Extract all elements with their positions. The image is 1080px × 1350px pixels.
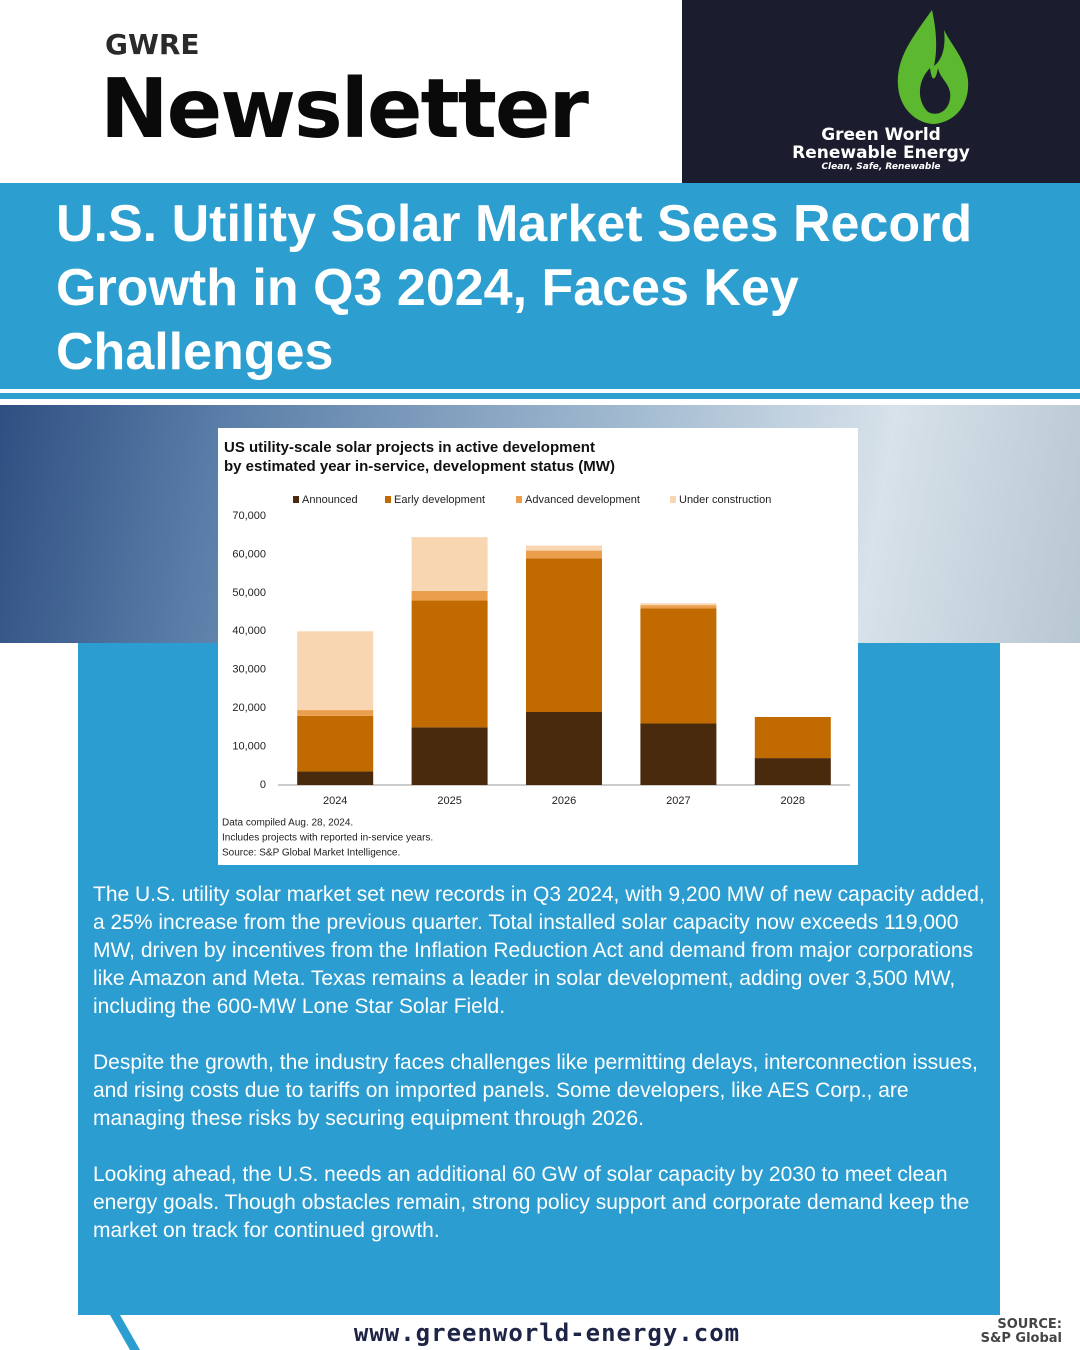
y-tick-label: 10,000 bbox=[232, 740, 266, 752]
paragraph: Despite the growth, the industry faces c… bbox=[93, 1051, 978, 1130]
x-tick-label: 2027 bbox=[666, 795, 690, 807]
paragraph: The U.S. utility solar market set new re… bbox=[93, 883, 985, 1018]
brand-tagline: Clean, Safe, Renewable bbox=[821, 162, 941, 172]
bar-segment bbox=[297, 715, 374, 772]
masthead: Newsletter bbox=[100, 62, 589, 157]
chart-note: Source: S&P Global Market Intelligence. bbox=[222, 848, 400, 859]
bar-segment bbox=[640, 603, 717, 606]
legend-swatch bbox=[293, 496, 299, 503]
legend-label: Advanced development bbox=[525, 494, 640, 506]
flame-inner bbox=[919, 68, 951, 114]
x-tick-label: 2026 bbox=[552, 795, 576, 807]
footer-source: SOURCE: S&P Global bbox=[981, 1318, 1062, 1346]
brand-panel: Green World Renewable Energy Clean, Safe… bbox=[682, 0, 1080, 183]
bar-segment bbox=[297, 631, 374, 711]
chart-note: Data compiled Aug. 28, 2024. bbox=[222, 818, 353, 829]
y-tick-label: 20,000 bbox=[232, 702, 266, 714]
corner-stripe bbox=[110, 1315, 140, 1350]
brand-text: Green World Renewable Energy Clean, Safe… bbox=[682, 126, 1080, 172]
bar-segment bbox=[754, 716, 831, 759]
flame-logo bbox=[897, 10, 969, 124]
kicker: GWRE bbox=[105, 28, 200, 61]
bar-segment bbox=[411, 727, 488, 785]
footer-url: www.greenworld-energy.com bbox=[353, 1319, 741, 1347]
chart-subtitle: by estimated year in-service, developmen… bbox=[224, 458, 615, 475]
chart-title: US utility-scale solar projects in activ… bbox=[224, 439, 595, 456]
bar-segment bbox=[526, 558, 602, 712]
bar-segment bbox=[526, 711, 602, 785]
x-tick-label: 2025 bbox=[437, 795, 461, 807]
bar-segment bbox=[526, 545, 602, 551]
x-tick-label: 2028 bbox=[781, 795, 805, 807]
bar-segment bbox=[297, 771, 374, 785]
bar-segment bbox=[754, 758, 831, 785]
bar-segment bbox=[640, 723, 717, 785]
stripe-shape bbox=[110, 1315, 140, 1350]
x-tick-label: 2024 bbox=[323, 795, 347, 807]
headline: U.S. Utility Solar Market Sees Record Gr… bbox=[56, 195, 973, 381]
y-tick-label: 0 bbox=[260, 779, 266, 791]
y-tick-label: 70,000 bbox=[232, 510, 266, 522]
brand-line1: Green World bbox=[821, 125, 941, 145]
y-tick-label: 40,000 bbox=[232, 625, 266, 637]
legend-swatch bbox=[670, 496, 676, 503]
flame bbox=[897, 10, 969, 124]
brand-line2: Renewable Energy bbox=[792, 143, 970, 163]
article: The U.S. utility solar market set new re… bbox=[93, 881, 993, 1245]
bar-segment bbox=[411, 600, 488, 728]
y-tick-label: 50,000 bbox=[232, 587, 266, 599]
bar-segment bbox=[526, 550, 602, 559]
chart-note: Includes projects with reported in-servi… bbox=[222, 833, 433, 844]
legend-label: Announced bbox=[302, 494, 358, 506]
y-tick-label: 60,000 bbox=[232, 548, 266, 560]
bar-segment bbox=[640, 605, 717, 609]
y-tick-label: 30,000 bbox=[232, 664, 266, 676]
bar-segment bbox=[640, 608, 717, 724]
bar-segment bbox=[297, 710, 374, 716]
chart: US utility-scale solar projects in activ… bbox=[218, 428, 858, 865]
source-label: SOURCE: bbox=[997, 1317, 1062, 1332]
legend-label: Under construction bbox=[679, 494, 771, 506]
source-name: S&P Global bbox=[980, 1331, 1062, 1346]
bar-segment bbox=[411, 590, 488, 601]
legend-swatch bbox=[385, 496, 391, 503]
bar-segment bbox=[411, 537, 488, 591]
stripe bbox=[0, 393, 1080, 399]
legend-swatch bbox=[516, 496, 522, 503]
headline-band bbox=[0, 183, 1080, 389]
legend-label: Early development bbox=[394, 494, 485, 506]
paragraph: Looking ahead, the U.S. needs an additio… bbox=[93, 1163, 970, 1242]
